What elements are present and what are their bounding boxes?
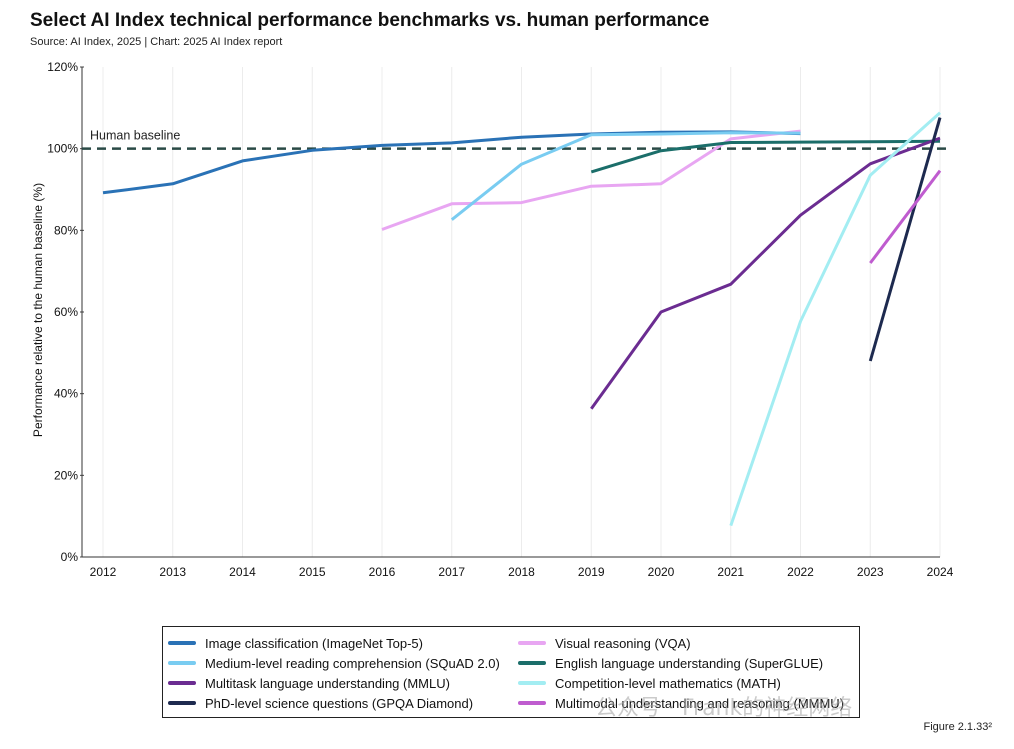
chart-title: Select AI Index technical performance be…: [30, 10, 710, 31]
y-tick-label: 80%: [54, 223, 78, 237]
x-tick-label: 2012: [90, 565, 117, 579]
legend-item: Multitask language understanding (MMLU): [168, 673, 450, 693]
chart-subtitle: Source: AI Index, 2025 | Chart: 2025 AI …: [30, 36, 283, 48]
legend-swatch: [518, 681, 546, 685]
legend-item: Medium-level reading comprehension (SQuA…: [168, 653, 500, 673]
legend-item: Multimodal understanding and reasoning (…: [518, 693, 844, 713]
x-tick-label: 2013: [159, 565, 186, 579]
x-tick-label: 2022: [787, 565, 814, 579]
legend-swatch: [518, 641, 546, 645]
legend-item: PhD-level science questions (GPQA Diamon…: [168, 693, 473, 713]
series-line-6: [868, 117, 942, 362]
x-tick-label: 2017: [438, 565, 465, 579]
y-tick-label: 0%: [61, 550, 79, 564]
y-tick-label: 60%: [54, 305, 78, 319]
legend-label: Visual reasoning (VQA): [555, 635, 691, 651]
x-tick-label: 2014: [229, 565, 256, 579]
legend-item: Visual reasoning (VQA): [518, 633, 691, 653]
series-line-3: [590, 139, 941, 174]
series-line-2: [450, 131, 801, 221]
human-baseline: Human baseline: [82, 129, 946, 150]
series-line-7: [869, 169, 942, 264]
series-line-5: [729, 111, 942, 527]
x-tick-label: 2020: [648, 565, 675, 579]
legend-item: English language understanding (SuperGLU…: [518, 653, 823, 673]
y-tick-label: 120%: [47, 60, 78, 74]
x-tick-label: 2018: [508, 565, 535, 579]
x-tick-label: 2016: [369, 565, 396, 579]
x-tick-label: 2021: [717, 565, 744, 579]
legend-swatch: [168, 681, 196, 685]
legend-label: Multitask language understanding (MMLU): [205, 675, 450, 691]
line-chart: 2012 2013 2014 2015 2016 2017 2018 2019 2020 2021…: [31, 60, 954, 579]
legend-label: English language understanding (SuperGLU…: [555, 655, 824, 671]
human-baseline-label: Human baseline: [90, 129, 180, 143]
series-line-4: [590, 136, 941, 410]
series-line-1: [381, 129, 801, 231]
legend-swatch: [168, 641, 196, 645]
legend-label: Multimodal understanding and reasoning (…: [555, 695, 845, 711]
y-axis-label: Performance relative to the human baseli…: [31, 183, 45, 437]
x-tick-label: 2024: [927, 565, 954, 579]
watermark: 公众号 · Frank的神经网络: [595, 696, 853, 721]
y-tick-label: 20%: [54, 468, 78, 482]
legend-label: Image classification (ImageNet Top-5): [205, 635, 423, 651]
legend-swatch: [518, 701, 546, 705]
legend-item: Competition-level mathematics (MATH): [518, 673, 781, 693]
x-tick-label: 2023: [857, 565, 884, 579]
x-tick-label: 2015: [299, 565, 326, 579]
legend-label: PhD-level science questions (GPQA Diamon…: [205, 695, 474, 711]
legend-label: Competition-level mathematics (MATH): [555, 675, 781, 691]
legend-item: Image classification (ImageNet Top-5): [168, 633, 423, 653]
y-tick-label: 100%: [47, 142, 78, 156]
x-tick-label: 2019: [578, 565, 605, 579]
legend: Image classification (ImageNet Top-5) Vis…: [162, 626, 860, 718]
series-lines: [102, 111, 942, 527]
grid: [102, 67, 941, 557]
figure-number: Figure 2.1.33²: [923, 721, 992, 733]
legend-label: Medium-level reading comprehension (SQuA…: [205, 655, 500, 671]
y-tick-label: 40%: [54, 387, 78, 401]
legend-swatch: [518, 661, 546, 665]
legend-swatch: [168, 701, 196, 705]
legend-swatch: [168, 661, 196, 665]
axes: 2012 2013 2014 2015 2016 2017 2018 2019 2020 2021…: [47, 60, 953, 579]
